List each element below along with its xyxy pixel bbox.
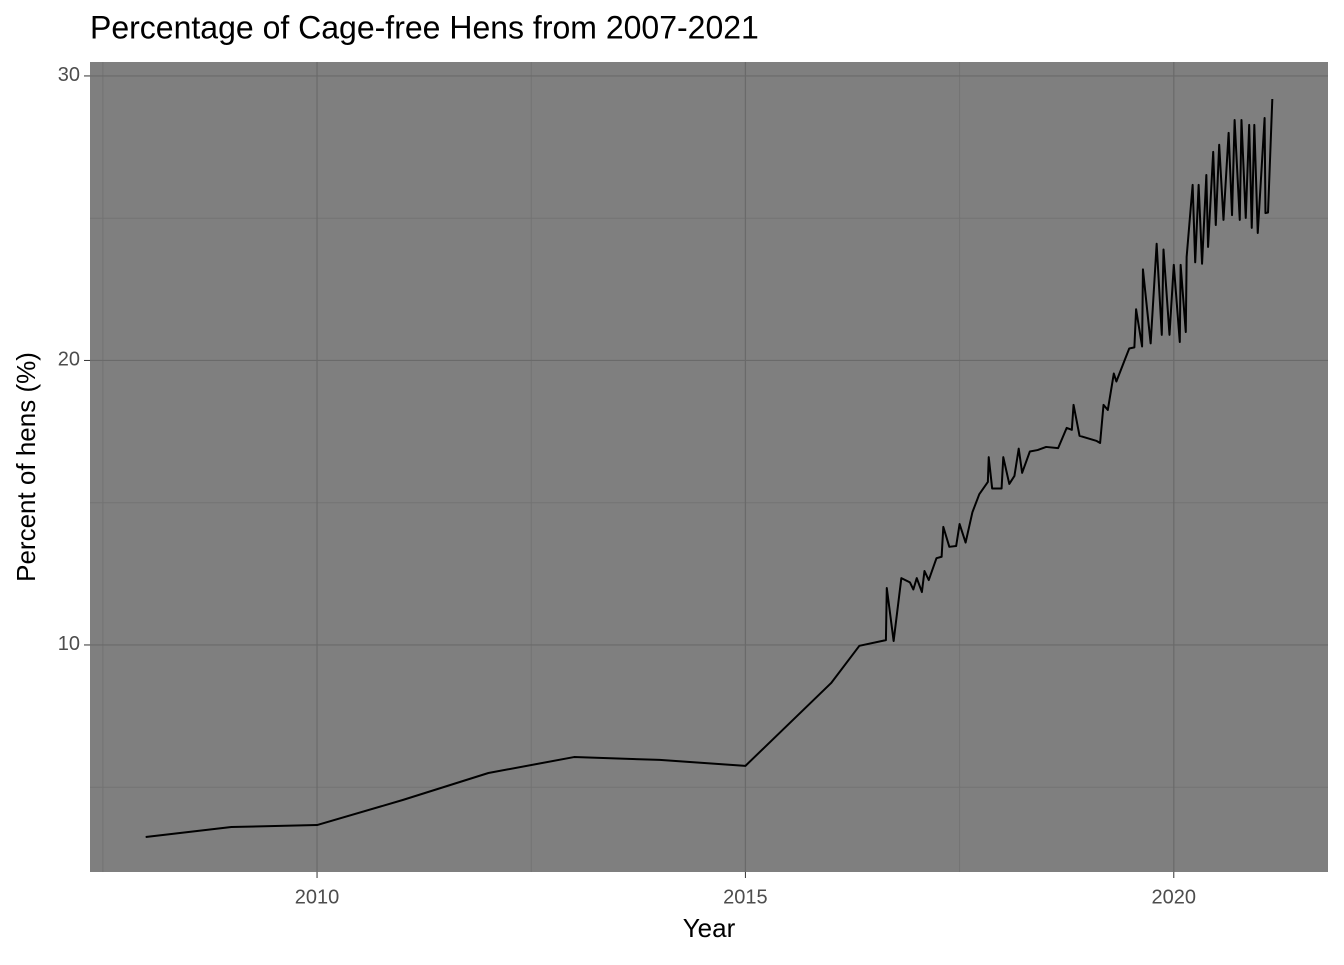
x-tick-label: 2010 <box>295 886 340 908</box>
data-line <box>145 98 1274 839</box>
chart-title: Percentage of Cage-free Hens from 2007-2… <box>90 9 759 45</box>
plot-panel <box>90 62 1328 872</box>
y-axis-label: Percent of hens (%) <box>11 352 41 582</box>
x-axis-label: Year <box>683 913 736 943</box>
x-tick-label: 2015 <box>723 886 768 908</box>
y-tick-label: 20 <box>58 349 80 371</box>
y-tick-label: 30 <box>58 64 80 86</box>
y-tick-label: 10 <box>58 633 80 655</box>
x-tick-label: 2020 <box>1152 886 1197 908</box>
